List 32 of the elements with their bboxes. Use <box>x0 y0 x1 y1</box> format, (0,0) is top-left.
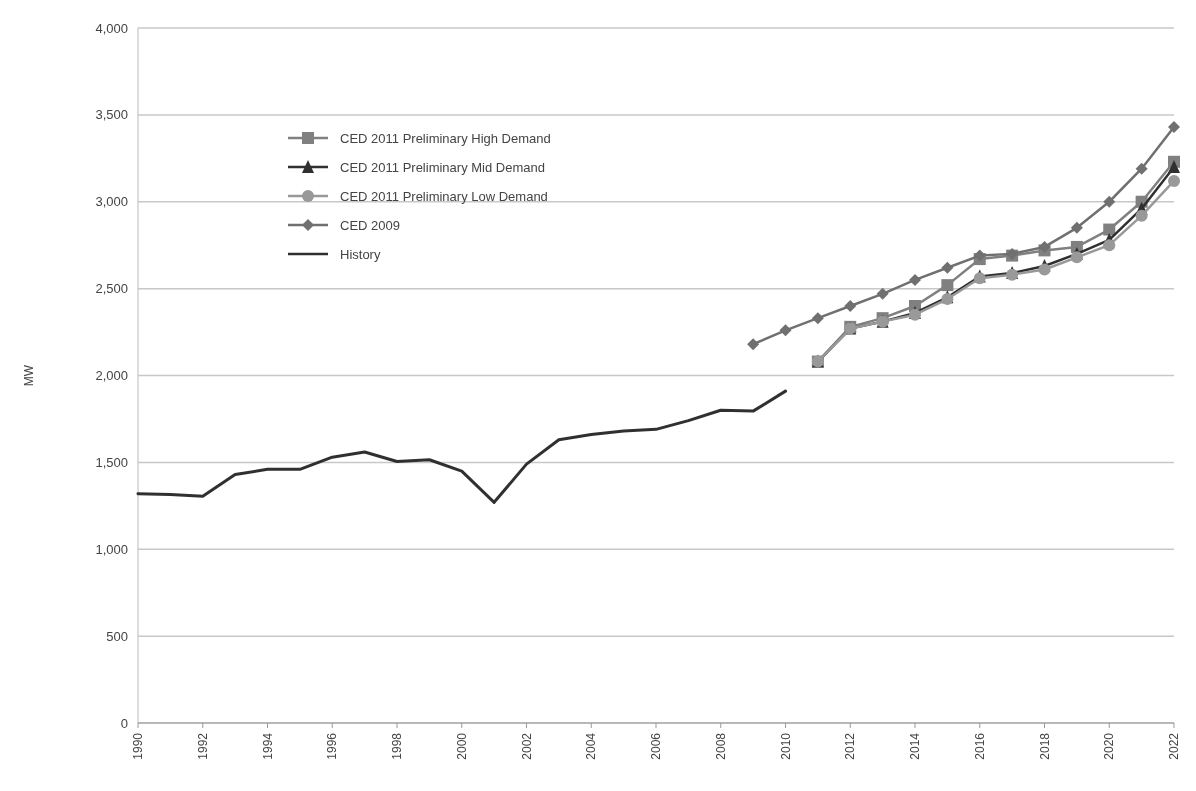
x-tick-label: 2000 <box>454 732 469 760</box>
x-tick-label: 2020 <box>1102 732 1117 760</box>
x-tick-label: 1998 <box>390 732 405 760</box>
legend-label: History <box>340 246 381 262</box>
y-tick-label: 2,500 <box>95 281 128 297</box>
x-tick-label: 1996 <box>325 732 340 760</box>
x-tick-label: 2008 <box>713 732 728 760</box>
legend-label: CED 2011 Preliminary Low Demand <box>340 188 548 204</box>
x-tick-label: 2016 <box>972 732 987 760</box>
x-tick-label: 1992 <box>195 732 210 760</box>
x-tick-label: 1990 <box>131 732 146 760</box>
x-tick-label: 1994 <box>260 732 275 760</box>
y-tick-label: 3,000 <box>95 194 128 210</box>
y-tick-label: 4,000 <box>95 20 128 36</box>
x-tick-label: 2002 <box>519 732 534 760</box>
y-tick-label: 500 <box>106 628 128 644</box>
y-axis-title: MW <box>22 364 36 387</box>
x-tick-label: 2014 <box>908 732 923 760</box>
x-tick-label: 2012 <box>843 732 858 760</box>
y-tick-label: 3,500 <box>95 107 128 123</box>
y-tick-label: 0 <box>120 715 128 731</box>
x-tick-label: 2004 <box>584 732 599 760</box>
legend-label: CED 2009 <box>340 217 400 233</box>
y-tick-label: 2,000 <box>95 368 128 384</box>
y-tick-label: 1,500 <box>95 454 128 470</box>
x-tick-label: 2010 <box>778 732 793 760</box>
legend-label: CED 2011 Preliminary High Demand <box>340 130 551 146</box>
x-tick-label: 2018 <box>1037 732 1052 760</box>
y-tick-label: 1,000 <box>95 541 128 557</box>
legend-label: CED 2011 Preliminary Mid Demand <box>340 159 545 175</box>
x-tick-label: 2022 <box>1167 732 1182 760</box>
x-tick-label: 2006 <box>649 732 664 760</box>
